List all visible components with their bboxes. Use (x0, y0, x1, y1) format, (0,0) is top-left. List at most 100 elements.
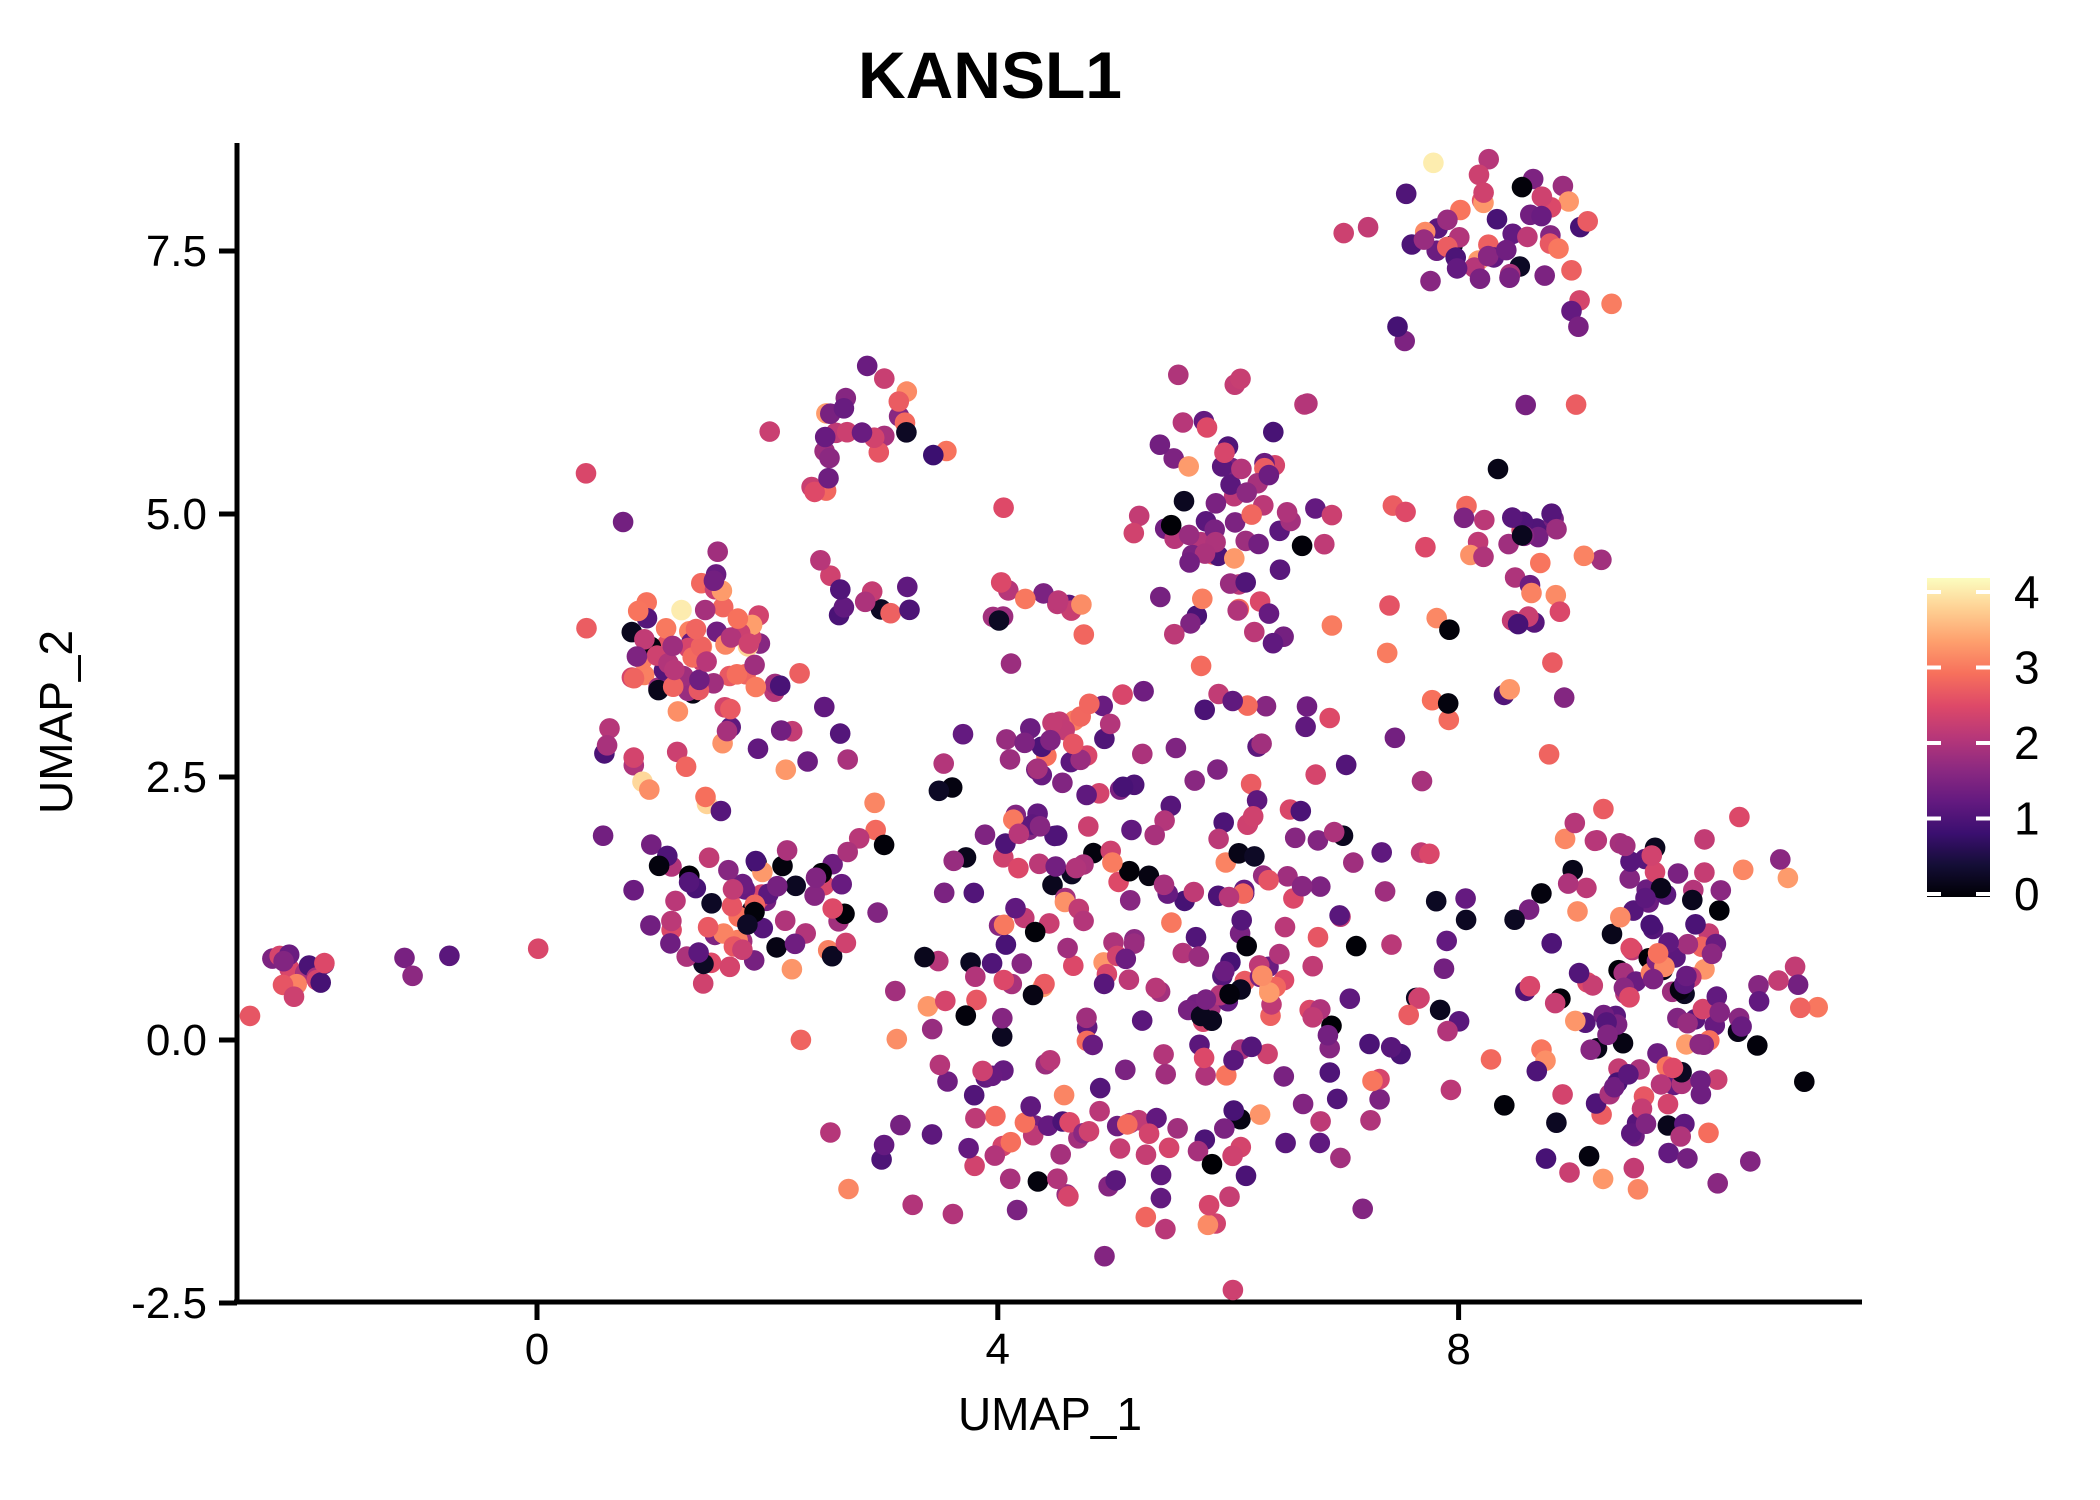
data-point (1623, 1157, 1645, 1179)
data-point (1190, 655, 1212, 677)
data-point (1135, 1206, 1157, 1228)
data-point (1161, 912, 1182, 933)
data-point (1650, 877, 1672, 899)
data-point (1694, 862, 1715, 883)
data-point (1302, 1007, 1323, 1028)
data-point (727, 608, 749, 629)
data-point (1709, 1002, 1730, 1023)
data-point (1059, 1112, 1080, 1133)
data-point (639, 779, 660, 800)
data-point (685, 618, 707, 640)
data-point (958, 1137, 979, 1159)
data-point (1360, 1110, 1381, 1131)
data-point (1601, 923, 1623, 945)
data-point (781, 958, 803, 980)
data-point (1455, 909, 1477, 931)
data-point (1530, 552, 1551, 574)
data-point (1042, 712, 1063, 734)
data-point (1295, 716, 1316, 738)
data-point (985, 1105, 1006, 1127)
data-point (854, 591, 876, 613)
data-point (1040, 729, 1061, 751)
data-point (1650, 1074, 1672, 1095)
data-point (1194, 699, 1215, 721)
data-point (1305, 764, 1326, 785)
data-point (1190, 1005, 1212, 1027)
data-point (1546, 518, 1567, 540)
data-point (710, 800, 732, 822)
y-tick-label: 7.5 (146, 227, 207, 276)
data-point (1568, 316, 1589, 338)
data-point (831, 873, 852, 895)
data-point (1014, 732, 1035, 754)
data-point (1062, 733, 1084, 755)
data-point (1273, 1066, 1295, 1087)
data-point (1029, 853, 1050, 875)
data-point (1145, 977, 1167, 999)
data-point (929, 1054, 951, 1076)
data-point (965, 966, 986, 987)
data-point (1290, 800, 1312, 822)
data-point (1677, 1012, 1698, 1034)
data-point (745, 676, 767, 698)
data-point (974, 824, 996, 845)
data-point (766, 937, 787, 958)
data-point (1220, 474, 1241, 495)
data-point (665, 890, 686, 912)
data-point (1561, 260, 1582, 281)
data-point (1219, 573, 1241, 594)
data-point (790, 1029, 812, 1051)
data-point (1621, 1123, 1642, 1144)
data-point (1710, 880, 1732, 901)
data-point (1504, 909, 1525, 930)
data-point (1473, 182, 1494, 203)
data-point (1433, 958, 1455, 979)
data-point (923, 444, 944, 466)
data-point (747, 738, 769, 759)
data-point (1275, 1132, 1296, 1154)
data-point (1707, 1173, 1728, 1194)
data-point (1296, 696, 1318, 717)
data-point (1201, 1153, 1223, 1175)
data-point (1701, 943, 1723, 965)
data-point (963, 1084, 985, 1106)
data-point (1662, 1057, 1684, 1079)
data-point (1644, 861, 1666, 883)
data-point (1419, 843, 1440, 865)
x-tick-label: 8 (1446, 1325, 1470, 1374)
data-point (1207, 759, 1228, 780)
data-point (712, 596, 734, 618)
data-point (1692, 998, 1714, 1020)
data-point (1558, 191, 1579, 212)
data-point (1436, 930, 1457, 952)
data-point (1183, 881, 1205, 903)
data-point (1487, 458, 1509, 480)
data-point (1473, 546, 1494, 568)
data-point (695, 786, 716, 808)
data-point (1057, 937, 1078, 959)
data-point (1374, 881, 1396, 902)
data-point (1619, 868, 1640, 889)
data-point (1421, 689, 1443, 711)
data-point (666, 741, 688, 763)
data-point (1262, 632, 1284, 654)
data-point (664, 659, 685, 681)
data-point (1222, 1279, 1244, 1301)
data-point (1150, 1187, 1172, 1209)
data-point (1178, 524, 1200, 546)
data-point (1257, 1043, 1278, 1065)
data-point (1317, 1024, 1339, 1046)
colorbar-gradient-bar (1927, 578, 1990, 897)
data-point (1395, 501, 1416, 523)
data-point (1423, 152, 1444, 174)
data-point (804, 885, 825, 906)
data-point (1112, 776, 1134, 798)
data-point (1144, 824, 1165, 846)
data-point (660, 933, 681, 954)
data-point (830, 579, 851, 600)
data-point (1150, 586, 1171, 608)
data-point (1258, 464, 1280, 486)
data-point (1545, 584, 1567, 606)
data-point (1065, 857, 1087, 879)
